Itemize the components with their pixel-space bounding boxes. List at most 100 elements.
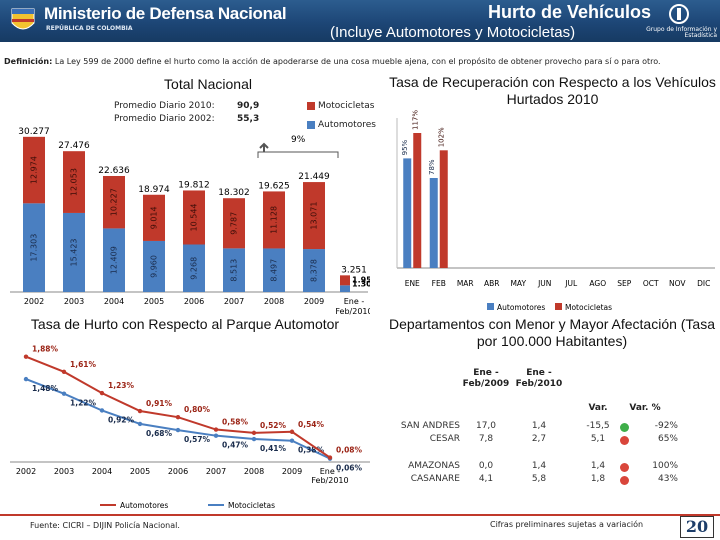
- label-motocicletas: 0,08%: [336, 446, 363, 455]
- x-tick-label: Ene -: [320, 467, 341, 476]
- label-motocicletas: 12.974: [30, 156, 39, 184]
- point-motocicletas: [99, 390, 105, 396]
- label-automotores: 0,57%: [184, 435, 211, 444]
- point-automotores: [251, 436, 257, 442]
- label-automotores: 78%: [428, 159, 436, 175]
- dept-value-2010: 1,4: [531, 421, 547, 431]
- point-automotores: [289, 438, 295, 443]
- label-automotores: 0,47%: [222, 441, 249, 450]
- total-nacional-chart: 17.303 12.974 30.277 2002 15.423 12.053 27.476…: [10, 127, 370, 316]
- bar-motocicletas: [103, 175, 125, 229]
- label-automotores: 95%: [401, 139, 409, 155]
- promedio-2010-value: 90,9: [237, 101, 260, 111]
- point-motocicletas: [61, 369, 67, 375]
- point-motocicletas: [289, 429, 295, 434]
- x-tick-label: 2009: [282, 467, 302, 476]
- label-motocicletas: 9.014: [150, 206, 159, 229]
- x-tick-label: 2006: [184, 297, 204, 306]
- label-motocicletas: 0,80%: [184, 405, 211, 414]
- dept-value-2010: 2,7: [531, 434, 547, 444]
- promedio-2002-label: Promedio Diario 2002:: [114, 114, 215, 124]
- label-motocicletas: 1,88%: [32, 345, 59, 354]
- status-indicator-icon: [620, 423, 629, 432]
- legend-auto-label: Automotores: [120, 501, 168, 510]
- label-automotores: 9.268: [190, 257, 199, 280]
- recuperacion-chart: 95% 117% ENE 78% 102% FEB MAR ABR MAY JUN JUL AGO SE…: [396, 110, 715, 312]
- footer-divider: [0, 514, 720, 516]
- label-automotores: 15.423: [70, 238, 79, 266]
- col-header-varpct: Var. %: [629, 403, 661, 413]
- x-tick-label: MAR: [457, 279, 474, 288]
- bracket: [257, 151, 339, 158]
- point-motocicletas: [137, 408, 143, 414]
- x-tick-label: 2005: [130, 467, 150, 476]
- label-automotores: 1,48%: [32, 384, 59, 393]
- bar-automotores: [340, 285, 350, 292]
- dept-value-2009: 7,8: [478, 434, 494, 444]
- dept-value-2010: 1,4: [531, 461, 547, 471]
- point-automotores: [23, 376, 29, 382]
- x-tick-label: NOV: [669, 279, 686, 288]
- dept-name: AMAZONAS: [408, 461, 460, 471]
- point-motocicletas: [175, 415, 181, 420]
- ministry-title: Ministerio de Defensa Nacional: [44, 4, 287, 23]
- label-total: 22.636: [98, 166, 130, 176]
- label-motocicletas: 12.053: [70, 168, 79, 196]
- republic-label: REPÚBLICA DE COLOMBIA: [46, 25, 133, 32]
- bar-motocicletas: [413, 133, 422, 268]
- label-motocicletas: 10.544: [190, 203, 199, 231]
- legend-moto-swatch: [307, 102, 315, 110]
- dept-value-2009: 0,0: [478, 461, 494, 471]
- label-motocicletas: 13.071: [310, 202, 319, 230]
- tasa-hurto-title: Tasa de Hurto con Respecto al Parque Aut…: [30, 316, 340, 332]
- label-automotores: 1.300: [352, 279, 370, 288]
- total-nacional-title: Total Nacional: [164, 76, 252, 92]
- label-total: 18.302: [218, 188, 250, 198]
- bar-motocicletas: [303, 182, 325, 250]
- pct-change-label: 9%: [291, 135, 306, 145]
- x-tick-label: ABR: [484, 279, 500, 288]
- x-tick-label: 2007: [224, 297, 244, 306]
- x-tick-label: 2002: [24, 297, 44, 306]
- x-tick-label: 2002: [16, 467, 36, 476]
- x-tick-label: JUL: [564, 279, 578, 288]
- header-banner: [0, 0, 720, 42]
- label-motocicletas: 1,23%: [108, 381, 135, 390]
- label-motocicletas: 0,91%: [146, 399, 173, 408]
- bar-automotores: [23, 203, 45, 292]
- status-indicator-icon: [620, 436, 629, 445]
- dept-name: CASANARE: [410, 474, 460, 484]
- legend-auto-swatch: [487, 303, 494, 310]
- label-automotores: 8.497: [270, 259, 279, 282]
- label-motocicletas: 1.951: [352, 275, 370, 284]
- legend-auto-label: Automotores: [318, 120, 376, 130]
- label-automotores: 0,38%: [298, 446, 325, 455]
- label-automotores: 1,22%: [70, 399, 97, 408]
- group-logo-icon: [669, 4, 689, 24]
- x-tick-label: DIC: [697, 279, 710, 288]
- col-header-2009: Ene - Feb/2009: [462, 368, 510, 389]
- label-motocicletas: 1,61%: [70, 360, 97, 369]
- label-automotores: 9.960: [150, 255, 159, 278]
- label-motocicletas: 117%: [411, 110, 419, 130]
- x-tick-label: SEP: [617, 279, 631, 288]
- label-automotores: 0,06%: [336, 464, 363, 473]
- bar-motocicletas: [143, 194, 165, 241]
- definition-text: Definición: La Ley 599 de 2000 define el…: [4, 56, 704, 67]
- legend-auto-swatch: [307, 121, 315, 129]
- dept-var-pct: 43%: [657, 474, 678, 484]
- col-header-2010: Ene - Feb/2010: [515, 368, 563, 389]
- x-tick-label: 2003: [64, 297, 84, 306]
- promedio-2010-label: Promedio Diario 2010:: [114, 101, 215, 111]
- source-note: Fuente: CICRI – DIJIN Policía Nacional.: [30, 521, 180, 530]
- label-motocicletas: 11.128: [270, 206, 279, 234]
- x-tick-label: 2009: [304, 297, 324, 306]
- point-automotores: [137, 421, 143, 427]
- header-content: Ministerio de Defensa Nacional REPÚBLICA…: [0, 0, 720, 42]
- point-motocicletas: [213, 427, 219, 432]
- page-title: Hurto de Vehículos: [488, 2, 652, 22]
- x-tick-label: Feb/2010: [335, 307, 370, 316]
- x-tick-label: AGO: [589, 279, 606, 288]
- dept-var-pct: 100%: [652, 461, 678, 471]
- x-tick-label: OCT: [643, 279, 659, 288]
